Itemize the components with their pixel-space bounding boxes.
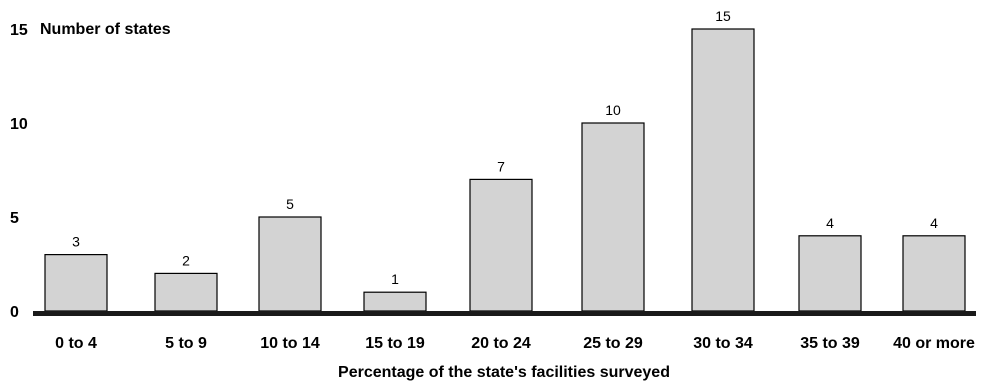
x-category-label: 30 to 34 [693, 335, 753, 352]
bar-value-label: 5 [286, 196, 294, 212]
bar [581, 122, 645, 312]
bar-value-label: 2 [182, 252, 190, 268]
y-tick-label: 5 [10, 210, 19, 227]
bar-value-label: 10 [605, 102, 621, 118]
y-axis-title: Number of states [40, 21, 171, 38]
bar-value-label: 4 [930, 215, 938, 231]
bar [469, 178, 533, 312]
bar [798, 235, 862, 312]
x-category-label: 5 to 9 [165, 335, 207, 352]
y-tick-label: 10 [10, 116, 28, 133]
bar-value-label: 3 [72, 234, 80, 250]
x-axis-baseline [33, 311, 976, 316]
y-tick-label: 15 [10, 22, 28, 39]
bar [258, 216, 322, 312]
bar [363, 291, 427, 312]
bar-value-label: 15 [715, 8, 731, 24]
bar-value-label: 4 [826, 215, 834, 231]
y-tick-label: 0 [10, 304, 19, 321]
bar-value-label: 7 [497, 158, 505, 174]
bars: 3 2 5 1 7 10 15 4 4 [44, 8, 966, 312]
bar [902, 235, 966, 312]
x-category-label: 40 or more [893, 335, 975, 352]
x-category-label: 15 to 19 [365, 335, 425, 352]
x-category-label: 35 to 39 [800, 335, 860, 352]
x-category-label: 25 to 29 [583, 335, 643, 352]
bar-value-label: 1 [391, 271, 399, 287]
x-category-label: 20 to 24 [471, 335, 531, 352]
x-axis-title: Percentage of the state's facilities sur… [338, 364, 670, 381]
x-category-label: 10 to 14 [260, 335, 320, 352]
y-axis-ticks: 0 5 10 15 [10, 22, 28, 321]
bar [44, 254, 108, 312]
x-category-label: 0 to 4 [55, 335, 97, 352]
bar [154, 272, 218, 312]
x-axis-categories: 0 to 4 5 to 9 10 to 14 15 to 19 20 to 24 25 t… [55, 335, 975, 352]
bar [691, 28, 755, 312]
